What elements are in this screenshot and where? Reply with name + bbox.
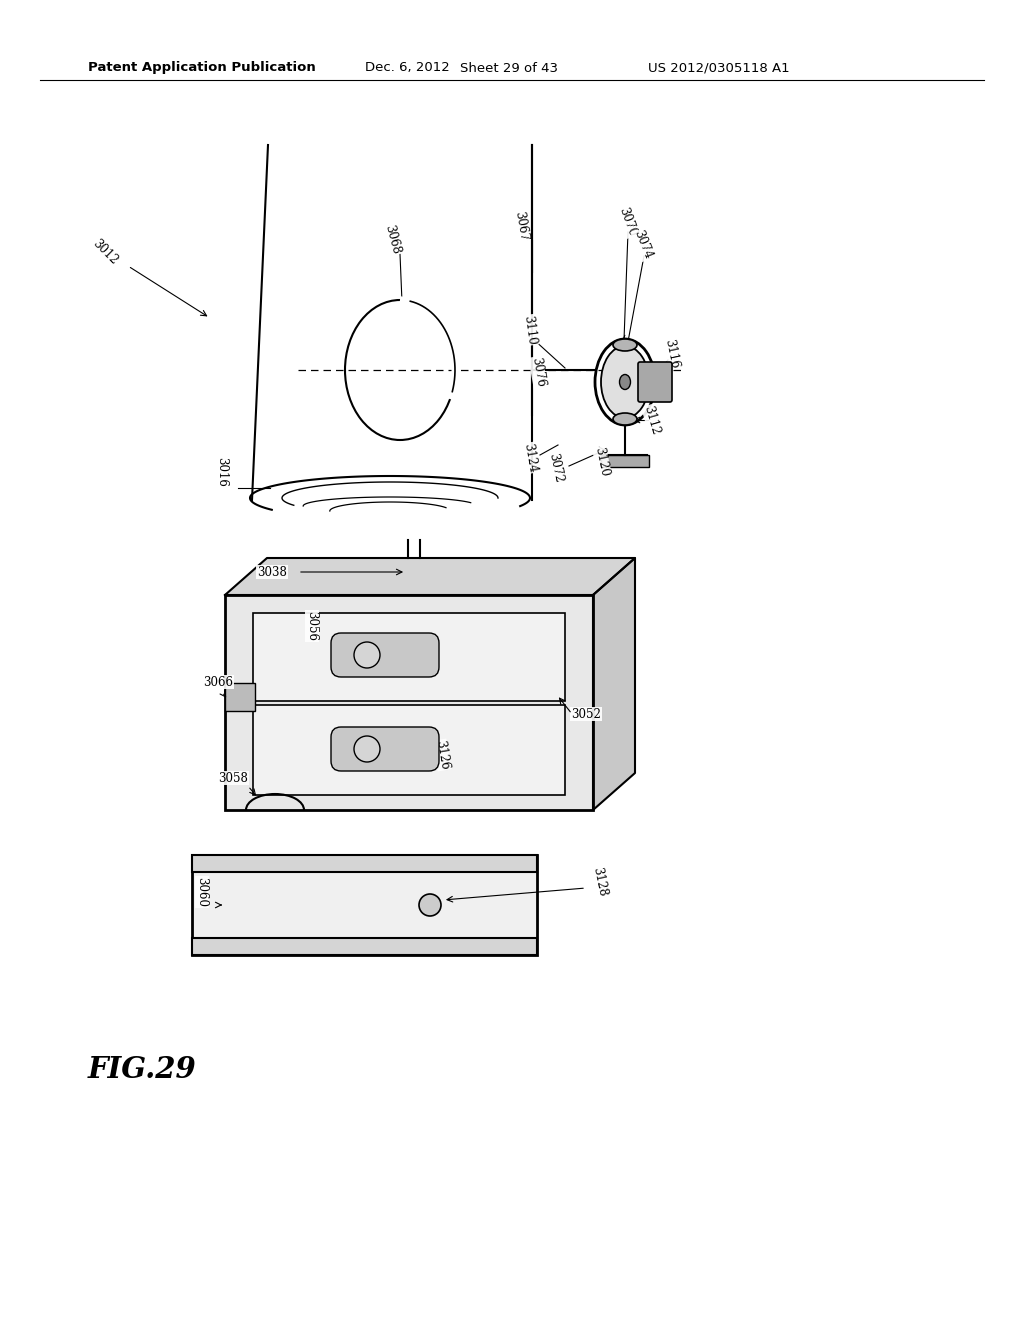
Text: 3060: 3060 [196,876,209,907]
Text: 3056: 3056 [305,611,318,642]
Bar [253,612,565,701]
Text: 3126: 3126 [433,739,451,771]
Text: 3076: 3076 [529,356,547,388]
Ellipse shape [601,346,649,418]
Polygon shape [225,558,635,595]
Text: 3058: 3058 [218,771,248,784]
Text: 3012: 3012 [90,236,120,267]
Text: 3068: 3068 [382,224,402,256]
Text: 3074: 3074 [632,228,654,261]
Polygon shape [593,558,635,810]
Text: 3116: 3116 [663,338,681,370]
Bar [193,855,537,873]
Text: Sheet 29 of 43: Sheet 29 of 43 [460,62,558,74]
Ellipse shape [354,737,380,762]
Ellipse shape [613,413,637,425]
Text: 3110: 3110 [521,314,539,346]
Text: Dec. 6, 2012: Dec. 6, 2012 [365,62,450,74]
Text: 3066: 3066 [203,676,233,689]
Bar [225,595,593,810]
FancyBboxPatch shape [331,727,439,771]
Text: 3072: 3072 [547,451,565,484]
Text: 3070: 3070 [616,206,639,239]
Bar [225,682,255,711]
Text: 3016: 3016 [215,457,228,487]
Bar [253,705,565,795]
Text: 3067: 3067 [512,210,530,242]
Text: US 2012/0305118 A1: US 2012/0305118 A1 [648,62,790,74]
Ellipse shape [613,339,637,351]
Text: Patent Application Publication: Patent Application Publication [88,62,315,74]
Ellipse shape [620,375,631,389]
Text: 3052: 3052 [571,708,601,721]
Text: 3120: 3120 [593,446,611,478]
Ellipse shape [354,642,380,668]
Bar [193,939,537,954]
Text: 3038: 3038 [257,565,287,578]
Ellipse shape [419,894,441,916]
Text: 3112: 3112 [642,404,663,436]
Text: FIG.29: FIG.29 [88,1055,197,1084]
Text: 3124: 3124 [521,442,539,474]
Bar [193,855,537,954]
FancyBboxPatch shape [638,362,672,403]
Text: 3128: 3128 [591,866,609,898]
FancyBboxPatch shape [331,634,439,677]
Bar [601,455,649,467]
